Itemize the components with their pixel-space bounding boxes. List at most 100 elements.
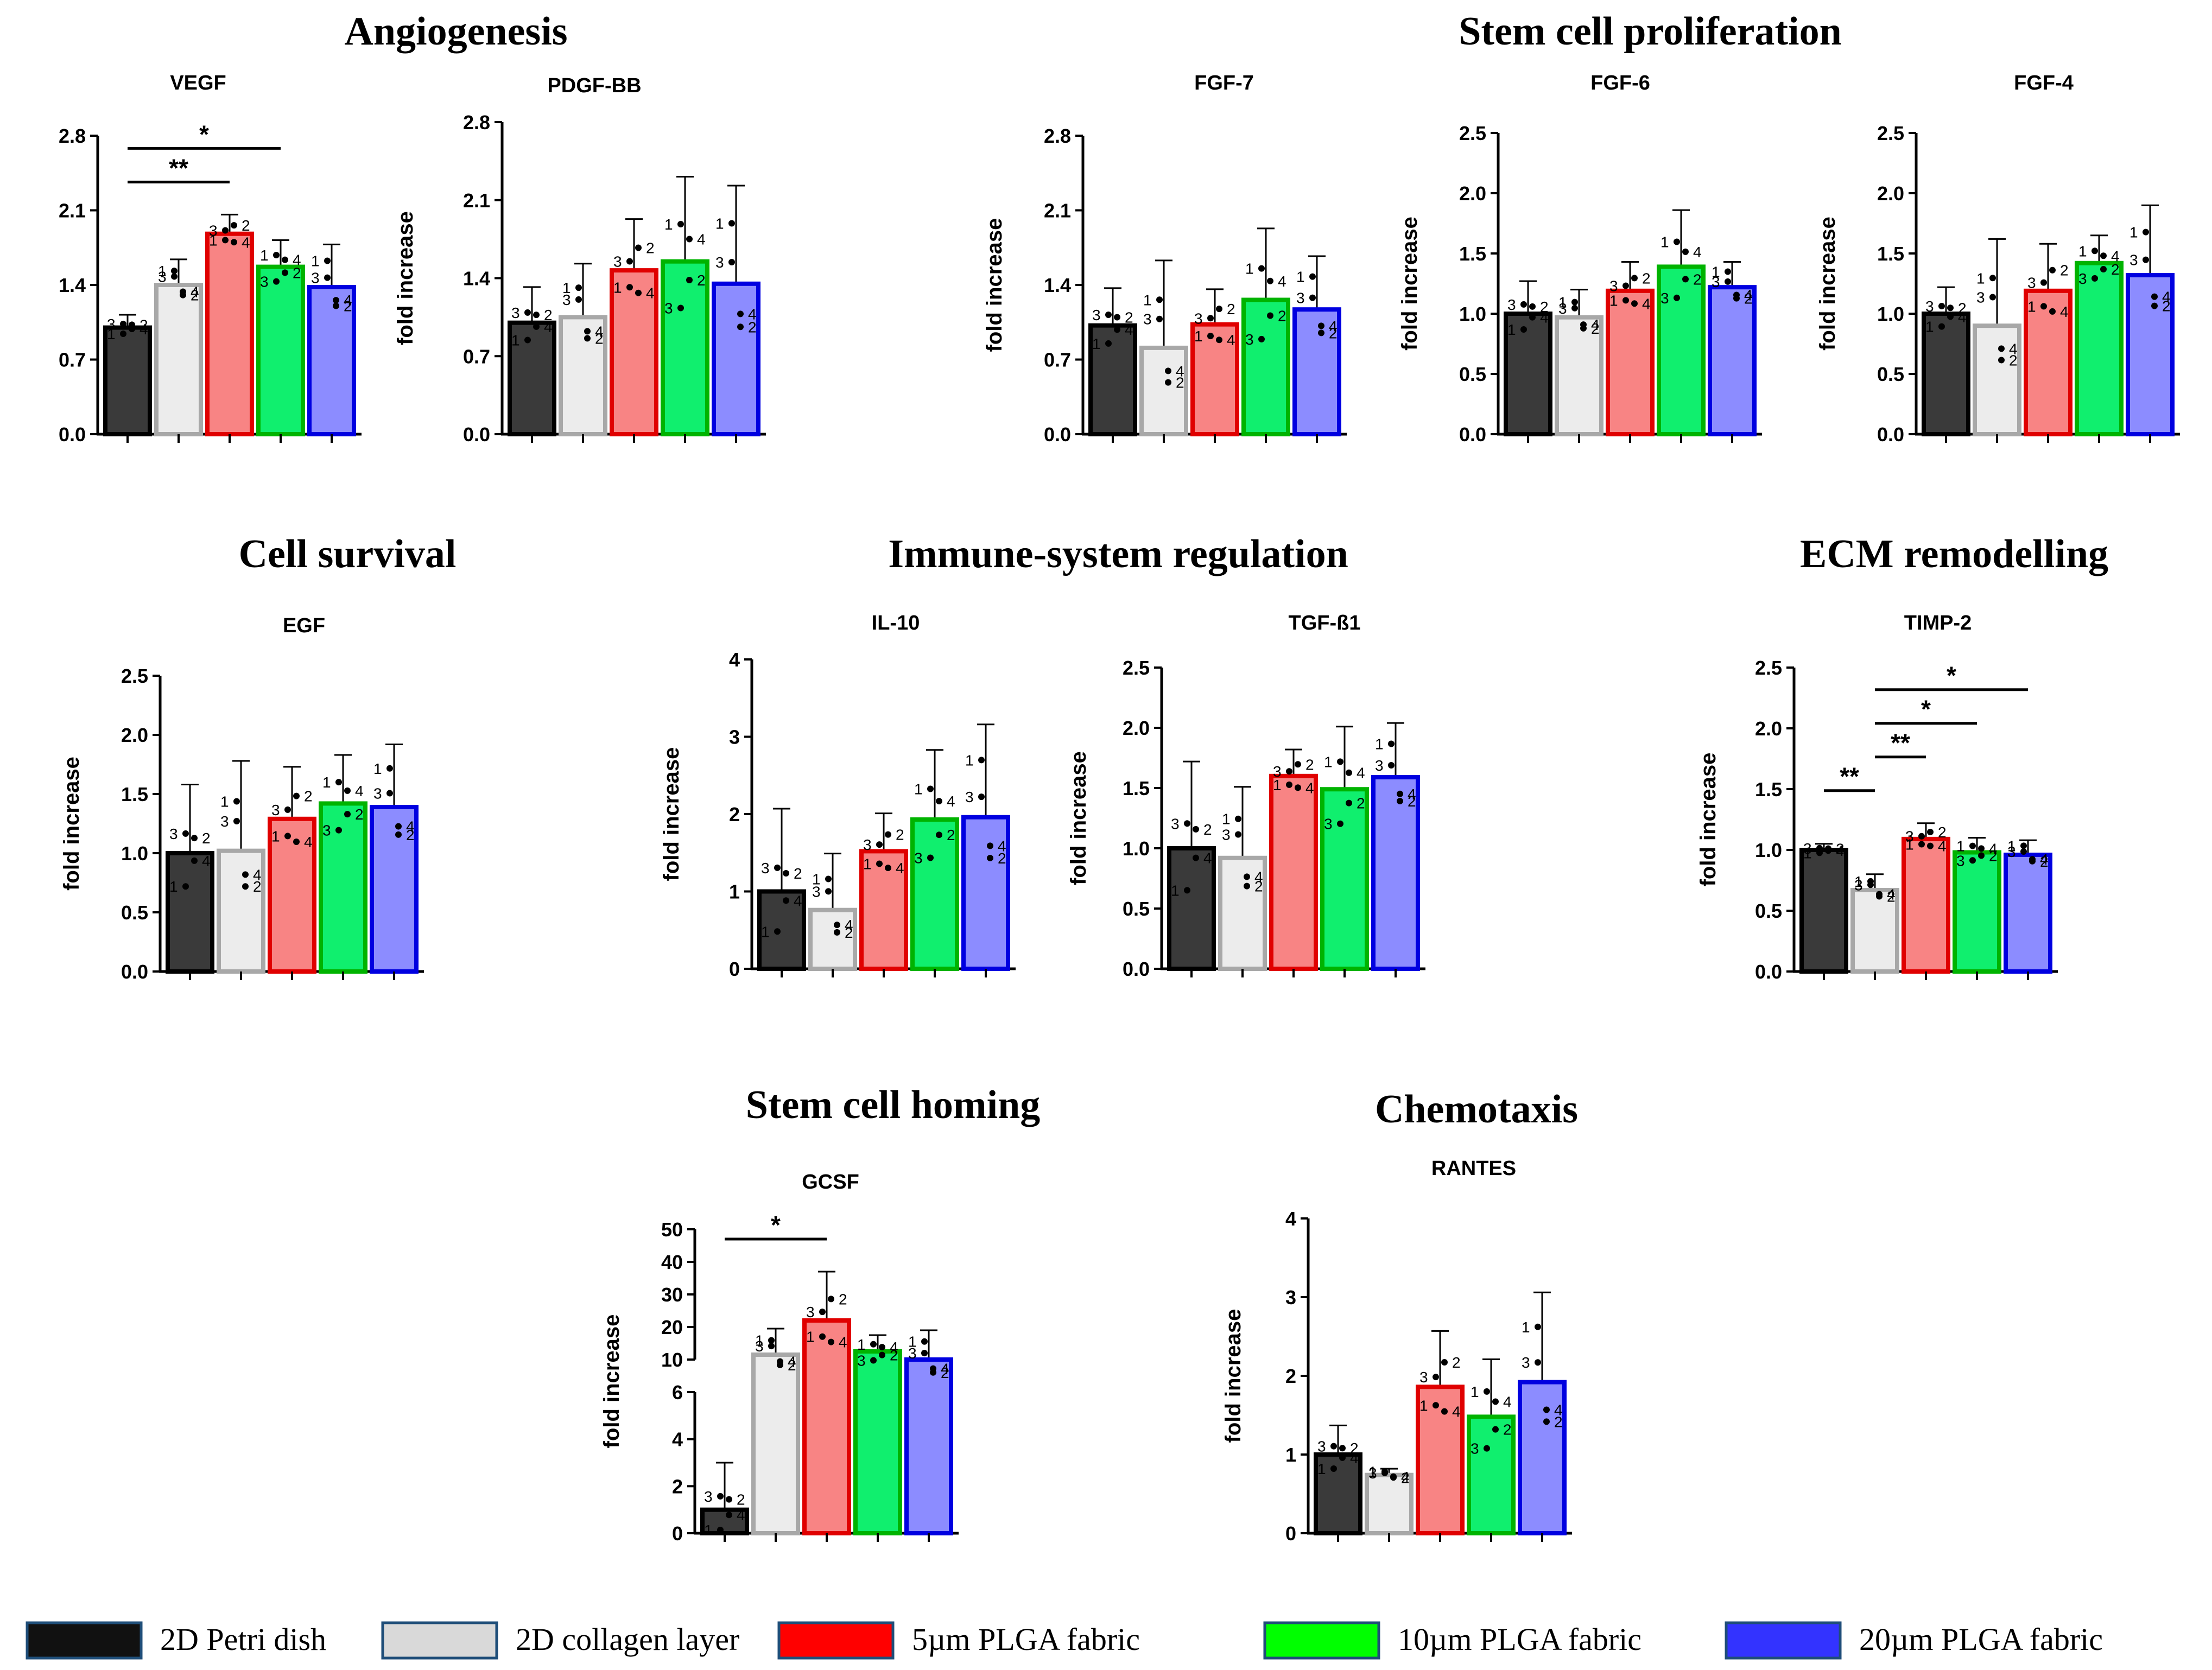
- data-point-label: 4: [253, 866, 262, 883]
- section-title-stem-cell-proliferation: Stem cell proliferation: [1459, 9, 1842, 54]
- data-point: [1682, 248, 1689, 255]
- data-point: [686, 236, 693, 243]
- data-point: [1535, 1359, 1541, 1366]
- data-point-label: 2: [941, 1364, 949, 1381]
- data-point-label: 1: [1324, 753, 1333, 770]
- bar: [853, 1349, 902, 1535]
- data-point-label: 4: [1836, 842, 1845, 859]
- data-point-label: 3: [761, 860, 770, 877]
- data-point: [834, 922, 840, 929]
- bar: [1953, 850, 2001, 974]
- y-tick-label: 2: [1285, 1365, 1296, 1387]
- y-tick-label: 0.5: [121, 901, 148, 924]
- data-point: [1267, 277, 1273, 284]
- data-point-label: 3: [715, 254, 724, 271]
- legend-label: 2D Petri dish: [160, 1622, 326, 1657]
- bar: [1416, 1385, 1465, 1536]
- data-point: [2040, 279, 2047, 286]
- y-tick-label: 40: [661, 1251, 683, 1273]
- data-point-label: 2: [1203, 821, 1212, 838]
- data-point-label: 1: [1222, 811, 1231, 828]
- data-point: [533, 312, 540, 319]
- y-axis-label: fold increase: [1696, 753, 1720, 887]
- data-point: [1947, 304, 1954, 312]
- y-tick-label: 0.7: [59, 349, 86, 371]
- data-point: [870, 1357, 877, 1364]
- bar: [256, 264, 305, 436]
- data-point: [1580, 321, 1587, 328]
- data-point-label: 2: [1503, 1421, 1512, 1438]
- data-point-label: 2: [1227, 301, 1235, 318]
- data-point-label: 1: [1660, 234, 1669, 251]
- data-point: [1114, 314, 1120, 321]
- y-axis-label: fold increase: [660, 747, 683, 881]
- chart-title: FGF-6: [1590, 72, 1650, 94]
- data-point-label: 3: [1296, 290, 1305, 307]
- data-point-label: 2: [1329, 325, 1338, 341]
- bar: [217, 848, 265, 974]
- data-point: [978, 793, 985, 801]
- data-point-label: 3: [755, 1338, 764, 1355]
- y-tick-label: 0.0: [1877, 423, 1904, 446]
- y-tick-label: 0.0: [1123, 958, 1150, 980]
- data-point-label: 4: [1744, 287, 1753, 304]
- y-tick-label: 2.0: [121, 724, 148, 746]
- data-point-label: 4: [1125, 321, 1133, 338]
- y-tick-label: 2.0: [1877, 182, 1904, 205]
- y-tick-label: 0.0: [1044, 423, 1071, 446]
- bar: [1269, 773, 1318, 971]
- data-point-label: 2: [697, 272, 706, 289]
- data-point: [1337, 758, 1343, 765]
- data-point: [921, 1338, 928, 1345]
- data-point: [768, 1337, 775, 1344]
- data-point: [1867, 881, 1874, 888]
- y-tick-label: 1.4: [1044, 274, 1071, 296]
- data-point: [1105, 311, 1112, 318]
- data-point: [1156, 296, 1163, 303]
- data-point-label: 2: [2009, 352, 2018, 369]
- data-point-label: 4: [595, 323, 604, 340]
- data-point: [1484, 1388, 1490, 1395]
- data-point: [293, 792, 300, 799]
- bar: [307, 284, 356, 437]
- data-point: [677, 304, 684, 312]
- legend-label: 2D collagen layer: [516, 1622, 739, 1657]
- data-point: [686, 277, 693, 284]
- data-point-label: 1: [1273, 777, 1282, 793]
- data-point-label: 2: [839, 1291, 847, 1307]
- data-point-label: 1: [562, 280, 571, 296]
- chart-title: FGF-7: [1194, 72, 1254, 94]
- data-point-label: 4: [242, 234, 250, 251]
- data-point-label: 4: [1591, 316, 1600, 333]
- data-point: [1433, 1374, 1439, 1381]
- data-point: [1938, 303, 1945, 310]
- y-axis-label: fold increase: [1067, 751, 1091, 885]
- data-point: [1441, 1359, 1448, 1366]
- data-point: [717, 1493, 724, 1500]
- data-point-label: 1: [755, 1332, 764, 1349]
- y-tick-label: 1.0: [1123, 837, 1150, 860]
- data-point: [737, 323, 744, 331]
- data-point: [1235, 831, 1241, 838]
- data-point-label: 4: [355, 783, 364, 799]
- data-point-label: 2: [890, 1347, 898, 1364]
- data-point-label: 4: [1305, 779, 1314, 796]
- data-point-label: 3: [1317, 1438, 1326, 1455]
- y-tick-label: 1.0: [1755, 839, 1782, 861]
- bar: [2075, 261, 2124, 436]
- data-point: [774, 928, 781, 935]
- data-point: [1207, 333, 1214, 340]
- data-point-label: 3: [1854, 877, 1863, 893]
- data-point-label: 2: [2162, 298, 2171, 315]
- data-point: [1825, 847, 1831, 854]
- data-point: [885, 865, 891, 872]
- y-tick-label: 2.1: [59, 200, 86, 222]
- data-point-label: 2: [344, 298, 352, 315]
- data-point: [1674, 294, 1680, 301]
- data-point: [1918, 833, 1925, 840]
- data-point-label: 4: [2162, 289, 2171, 306]
- data-point: [1390, 1473, 1397, 1480]
